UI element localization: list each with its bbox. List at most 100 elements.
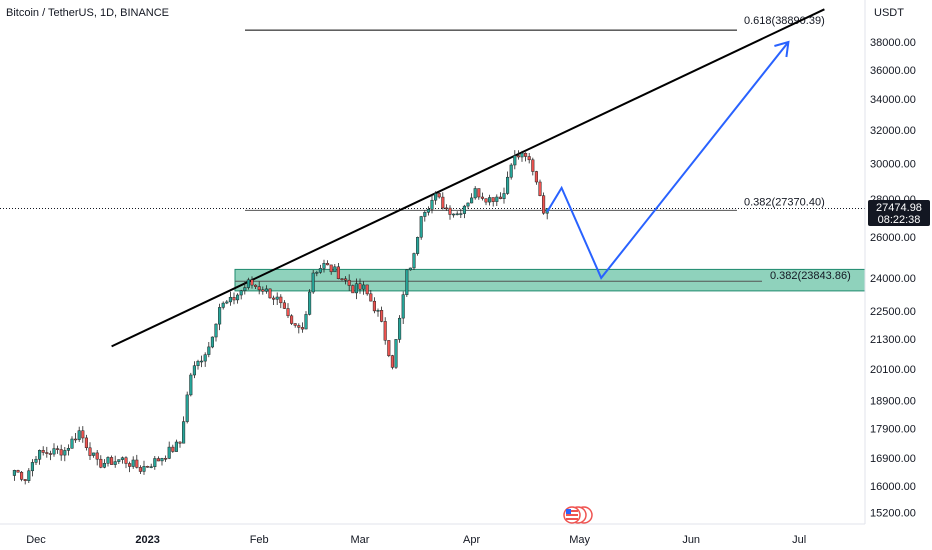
candle[interactable] — [542, 192, 546, 215]
candle[interactable] — [113, 455, 117, 468]
candle[interactable] — [394, 339, 398, 369]
candle[interactable] — [531, 157, 535, 176]
candle[interactable] — [340, 278, 344, 281]
candle[interactable] — [376, 308, 380, 317]
candle[interactable] — [182, 416, 186, 444]
candle[interactable] — [466, 202, 470, 209]
candle[interactable] — [92, 452, 96, 458]
candle[interactable] — [48, 450, 52, 461]
candle[interactable] — [336, 263, 340, 280]
candle[interactable] — [254, 284, 258, 289]
candle[interactable] — [329, 264, 333, 275]
candle[interactable] — [326, 260, 330, 266]
candle[interactable] — [426, 206, 430, 216]
candle[interactable] — [473, 186, 477, 200]
candle[interactable] — [142, 460, 146, 475]
candle[interactable] — [95, 450, 99, 466]
candle[interactable] — [246, 277, 250, 290]
candle[interactable] — [228, 291, 232, 306]
candle[interactable] — [322, 259, 326, 273]
candle[interactable] — [477, 188, 481, 200]
candle[interactable] — [84, 434, 88, 451]
candle[interactable] — [506, 171, 510, 195]
candle[interactable] — [207, 342, 211, 358]
candle[interactable] — [488, 194, 492, 206]
candle[interactable] — [437, 190, 441, 199]
candle[interactable] — [178, 441, 182, 448]
candle[interactable] — [333, 264, 337, 273]
candle[interactable] — [16, 469, 20, 473]
candle[interactable] — [448, 205, 452, 220]
candle[interactable] — [250, 276, 254, 289]
candle[interactable] — [318, 264, 322, 274]
candle[interactable] — [117, 459, 121, 464]
candle[interactable] — [412, 252, 416, 270]
candle[interactable] — [189, 372, 193, 397]
candle[interactable] — [232, 292, 236, 305]
candle[interactable] — [416, 236, 420, 256]
candle[interactable] — [372, 297, 376, 314]
candle[interactable] — [304, 311, 308, 330]
candle[interactable] — [20, 471, 24, 482]
candle[interactable] — [56, 445, 60, 454]
candle[interactable] — [146, 465, 150, 468]
candle[interactable] — [268, 288, 272, 299]
candle[interactable] — [484, 198, 488, 206]
candle[interactable] — [459, 208, 463, 218]
candle[interactable] — [390, 354, 394, 370]
candle[interactable] — [243, 281, 247, 295]
candle[interactable] — [297, 323, 301, 334]
candle[interactable] — [225, 300, 229, 305]
candle[interactable] — [480, 192, 484, 201]
candle[interactable] — [344, 276, 348, 285]
candle[interactable] — [354, 278, 358, 300]
candle[interactable] — [221, 301, 225, 310]
candle[interactable] — [441, 192, 445, 210]
candle[interactable] — [423, 210, 427, 222]
candle[interactable] — [362, 281, 366, 295]
price-axis[interactable]: USDT 38000.00 36000.00 34000.00 32000.00 300… — [864, 0, 932, 524]
candle[interactable] — [167, 441, 171, 460]
candle[interactable] — [261, 286, 265, 295]
candle[interactable] — [365, 284, 369, 296]
candle[interactable] — [160, 457, 164, 466]
candle[interactable] — [74, 433, 78, 443]
candle[interactable] — [66, 444, 70, 456]
candle[interactable] — [218, 303, 222, 331]
candle[interactable] — [430, 194, 434, 214]
candle[interactable] — [203, 352, 207, 367]
candle[interactable] — [491, 197, 495, 207]
candle[interactable] — [214, 323, 218, 342]
candle[interactable] — [462, 204, 466, 219]
candle[interactable] — [455, 211, 459, 216]
candle[interactable] — [63, 447, 67, 462]
candle[interactable] — [128, 461, 132, 473]
candle[interactable] — [279, 294, 283, 309]
candle[interactable] — [300, 322, 304, 333]
candle[interactable] — [387, 340, 391, 358]
candle[interactable] — [520, 150, 524, 162]
candle[interactable] — [293, 323, 297, 328]
candle[interactable] — [45, 446, 49, 458]
resistance-trendline[interactable] — [111, 8, 825, 348]
candle[interactable] — [282, 300, 286, 309]
us-flag-events-icon[interactable] — [563, 506, 593, 524]
projection-path[interactable] — [546, 41, 790, 280]
candle[interactable] — [196, 359, 200, 370]
candle[interactable] — [236, 293, 240, 304]
candle[interactable] — [347, 274, 351, 291]
candle[interactable] — [272, 295, 276, 305]
candle[interactable] — [210, 336, 214, 349]
candle[interactable] — [434, 191, 438, 205]
candle[interactable] — [138, 465, 142, 474]
candle[interactable] — [311, 270, 315, 294]
candle[interactable] — [351, 284, 355, 294]
candle[interactable] — [308, 289, 312, 316]
candle[interactable] — [81, 426, 85, 443]
candle[interactable] — [156, 456, 160, 462]
candle[interactable] — [27, 468, 31, 483]
candle[interactable] — [70, 436, 74, 449]
candle[interactable] — [538, 179, 542, 197]
candle[interactable] — [102, 459, 106, 469]
